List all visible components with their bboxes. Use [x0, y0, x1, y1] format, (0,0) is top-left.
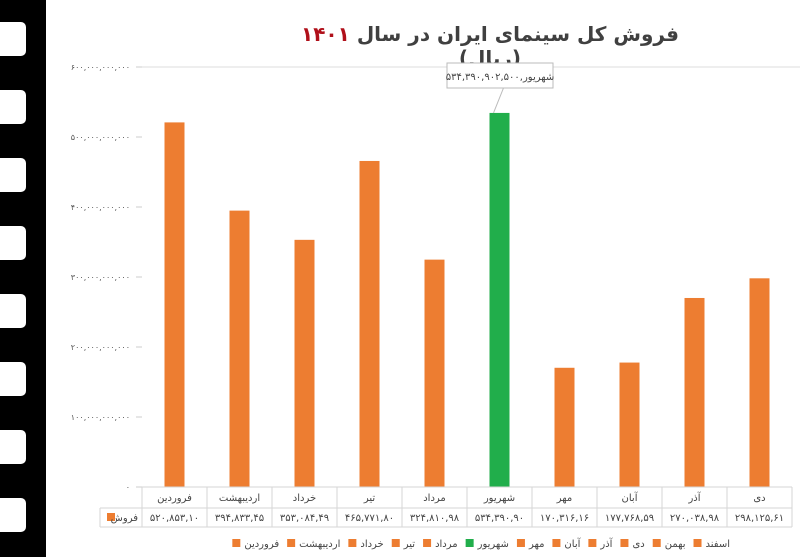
y-tick-label: ۳۰۰,۰۰۰,۰۰۰,۰۰۰ [71, 273, 130, 282]
bar-7 [554, 367, 575, 487]
legend-swatch [588, 539, 597, 547]
category-label: آذر [687, 491, 701, 504]
legend-label: فروردین [244, 539, 279, 550]
series-key [107, 513, 115, 521]
film-hole [0, 498, 26, 532]
legend-swatch [652, 539, 661, 547]
bar-8 [619, 362, 640, 487]
legend-swatch [465, 539, 474, 547]
legend-label: اسفند [706, 539, 730, 550]
legend-swatch [287, 539, 296, 547]
table-value: ۵۲۰,۸۵۳,۱۰ [150, 513, 199, 524]
y-tick-label: ۶۰۰,۰۰۰,۰۰۰,۰۰۰ [71, 63, 130, 72]
film-hole [0, 22, 26, 56]
callout-pointer [493, 87, 514, 114]
legend-label: آبان [564, 537, 581, 550]
table-value: ۱۷۰,۳۱۶,۱۶ [540, 513, 589, 524]
legend-swatch [620, 539, 629, 547]
legend-label: مهر [528, 539, 544, 550]
table-value: ۱۷۷,۷۶۸,۵۹ [605, 513, 654, 524]
category-label: تیر [363, 493, 376, 504]
film-hole [0, 158, 26, 192]
bar-5 [424, 259, 445, 487]
title-year: ۱۴۰۱ [301, 22, 350, 46]
callout-box [446, 62, 554, 89]
y-tick-label: ۵۰۰,۰۰۰,۰۰۰,۰۰۰ [71, 133, 130, 142]
legend-label: خرداد [360, 539, 383, 550]
legend-swatch [348, 539, 357, 547]
bar-1 [164, 122, 185, 487]
title-text: فروش کل سینمای ایران در سال [356, 22, 679, 46]
film-hole [0, 90, 26, 124]
bar-3 [294, 239, 315, 487]
legend-label: تیر [403, 539, 416, 550]
film-hole [0, 226, 26, 260]
y-tick-label: ۱۰۰,۰۰۰,۰۰۰,۰۰۰ [71, 413, 130, 422]
table-value: ۳۵۳,۰۸۴,۴۹ [280, 513, 329, 524]
legend-swatch [693, 539, 702, 547]
legend-swatch [232, 539, 241, 547]
bar-9 [684, 297, 705, 487]
category-label: مرداد [423, 493, 446, 504]
bar-2 [229, 210, 250, 488]
table-value: ۳۹۴,۸۳۳,۴۵ [215, 513, 264, 524]
legend-swatch [552, 539, 561, 547]
film-hole [0, 430, 26, 464]
category-label: مهر [556, 493, 572, 504]
category-label: فروردین [157, 493, 192, 504]
category-label: اردیبهشت [219, 493, 260, 504]
legend-swatch [516, 539, 525, 547]
category-label: خرداد [293, 493, 316, 504]
y-tick-label: ۰ [126, 483, 130, 492]
category-label: آبان [622, 491, 639, 504]
table-value: ۲۷۰,۰۳۸,۹۸ [670, 513, 720, 524]
category-label: شهریور [483, 493, 515, 504]
callout-label: شهریور,۵۳۴,۳۹۰,۹۰۲,۵۰۰ [446, 72, 554, 83]
table-value: ۴۶۵,۷۷۱,۸۰ [345, 513, 394, 524]
legend-label: دی [632, 539, 644, 550]
film-hole [0, 294, 26, 328]
table-value: ۲۹۸,۱۲۵,۶۱ [735, 513, 784, 524]
bar-6 [489, 112, 510, 488]
legend-label: مرداد [435, 539, 458, 550]
legend-label: شهریور [477, 539, 509, 550]
chart-title: فروش کل سینمای ایران در سال ۱۴۰۱ (ریال) [300, 22, 680, 70]
table-value: ۳۲۴,۸۱۰,۹۸ [410, 513, 460, 524]
legend-label: بهمن [665, 539, 686, 550]
legend-label: اردیبهشت [299, 539, 340, 550]
legend-label: آذر [599, 537, 613, 550]
y-tick-label: ۴۰۰,۰۰۰,۰۰۰,۰۰۰ [71, 203, 130, 212]
table-value: ۵۳۴,۳۹۰,۹۰ [475, 513, 524, 524]
bar-10 [749, 278, 770, 487]
series-name: فروش [111, 513, 139, 524]
bar-4 [359, 160, 380, 487]
legend-swatch [391, 539, 400, 547]
category-label: دی [753, 493, 765, 504]
film-strip-decoration [0, 0, 46, 557]
film-hole [0, 362, 26, 396]
legend-swatch [423, 539, 432, 547]
y-tick-label: ۲۰۰,۰۰۰,۰۰۰,۰۰۰ [71, 343, 130, 352]
